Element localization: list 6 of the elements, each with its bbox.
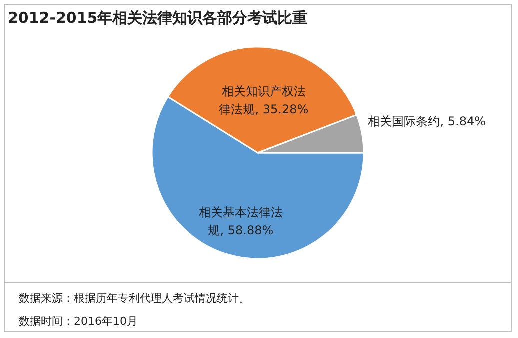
chart-title: 2012-2015年相关法律知识各部分考试比重 [8, 9, 308, 27]
slice-label: 相关国际条约, 5.84% [368, 114, 486, 129]
source-note: 数据来源：根据历年专利代理人考试情况统计。 [19, 291, 250, 307]
text: 数据时间：2016年10月 [19, 314, 139, 330]
slice-label: 相关基本法律法规, 58.88% [198, 206, 283, 238]
slice-label: 相关知识产权法律法规, 35.28% [219, 84, 309, 116]
